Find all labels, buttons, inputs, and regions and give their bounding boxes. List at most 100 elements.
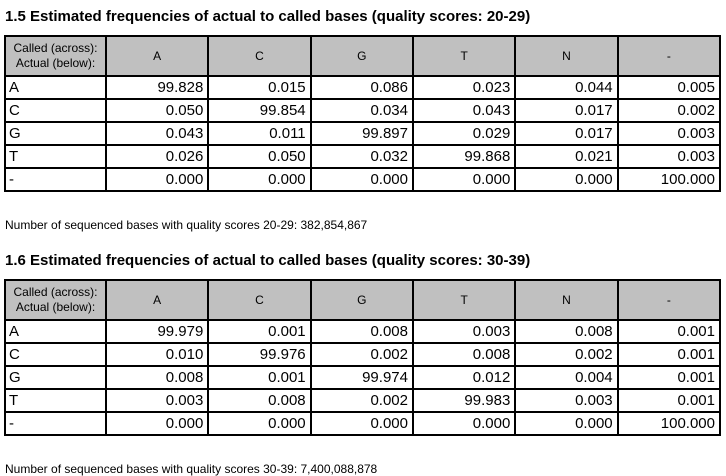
column-header-n: N	[514, 279, 619, 321]
value-cell: 0.043	[411, 98, 517, 123]
table-row-g: G 0.008 0.001 99.974 0.012 0.004 0.001	[4, 365, 722, 390]
value-cell: 0.002	[309, 342, 414, 367]
section-title: 1.6 Estimated frequencies of actual to c…	[5, 252, 531, 269]
value-cell: 0.008	[411, 342, 517, 367]
column-header-n: N	[514, 35, 619, 77]
value-cell: 0.021	[514, 144, 619, 169]
value-cell: 0.008	[207, 388, 312, 413]
column-header-t: T	[411, 35, 517, 77]
value-cell: 0.050	[207, 144, 312, 169]
row-label-cell: A	[4, 319, 107, 344]
value-cell: 0.003	[104, 388, 210, 413]
column-header-dash: -	[616, 279, 722, 321]
row-label-cell: A	[4, 75, 107, 100]
section-quality-30-39: 1.6 Estimated frequencies of actual to c…	[4, 252, 722, 476]
value-cell: 0.011	[207, 121, 312, 146]
value-cell: 0.050	[104, 98, 210, 123]
header-row: Called (across): Actual (below): A C G T…	[4, 279, 722, 321]
value-cell: 0.017	[514, 98, 619, 123]
value-cell: 99.983	[411, 388, 517, 413]
value-cell: 0.000	[514, 167, 619, 192]
value-cell: 0.002	[309, 388, 414, 413]
value-cell: 0.017	[514, 121, 619, 146]
column-header-a: A	[104, 35, 210, 77]
value-cell: 99.979	[104, 319, 210, 344]
value-cell: 99.868	[411, 144, 517, 169]
table-row-c: C 0.050 99.854 0.034 0.043 0.017 0.002	[4, 98, 722, 123]
value-cell: 0.010	[104, 342, 210, 367]
table-row-a: A 99.828 0.015 0.086 0.023 0.044 0.005	[4, 75, 722, 100]
row-label-cell: -	[4, 167, 107, 192]
row-label-cell: C	[4, 342, 107, 367]
value-cell: 0.003	[514, 388, 619, 413]
corner-line-actual: Actual (below):	[15, 56, 96, 70]
value-cell: 0.032	[309, 144, 414, 169]
corner-line-called: Called (across):	[13, 41, 98, 55]
table-row-t: T 0.026 0.050 0.032 99.868 0.021 0.003	[4, 144, 722, 169]
row-label-cell: -	[4, 411, 107, 436]
value-cell: 0.000	[309, 167, 414, 192]
value-cell: 0.001	[207, 319, 312, 344]
value-cell: 99.897	[309, 121, 414, 146]
value-cell: 99.974	[309, 365, 414, 390]
value-cell: 0.008	[104, 365, 210, 390]
column-header-g: G	[309, 279, 414, 321]
column-header-g: G	[309, 35, 414, 77]
value-cell: 0.043	[104, 121, 210, 146]
column-header-dash: -	[616, 35, 722, 77]
corner-line-called: Called (across):	[13, 285, 98, 299]
table-row-c: C 0.010 99.976 0.002 0.008 0.002 0.001	[4, 342, 722, 367]
value-cell: 0.004	[514, 365, 619, 390]
column-header-a: A	[104, 279, 210, 321]
table-row-a: A 99.979 0.001 0.008 0.003 0.008 0.001	[4, 319, 722, 344]
value-cell: 0.003	[411, 319, 517, 344]
value-cell: 99.976	[207, 342, 312, 367]
row-label-cell: C	[4, 98, 107, 123]
value-cell: 0.000	[411, 167, 517, 192]
value-cell: 0.000	[411, 411, 517, 436]
column-header-c: C	[207, 279, 312, 321]
value-cell: 0.003	[616, 121, 722, 146]
column-header-t: T	[411, 279, 517, 321]
section-title: 1.5 Estimated frequencies of actual to c…	[5, 8, 531, 25]
value-cell: 0.000	[207, 411, 312, 436]
value-cell: 0.026	[104, 144, 210, 169]
value-cell: 0.034	[309, 98, 414, 123]
corner-header-cell: Called (across): Actual (below):	[4, 35, 107, 77]
value-cell: 0.001	[616, 319, 722, 344]
frequency-table-30-39: Called (across): Actual (below): A C G T…	[4, 279, 722, 436]
value-cell: 0.008	[309, 319, 414, 344]
column-header-c: C	[207, 35, 312, 77]
table-row-g: G 0.043 0.011 99.897 0.029 0.017 0.003	[4, 121, 722, 146]
value-cell: 0.015	[207, 75, 312, 100]
value-cell: 0.001	[616, 365, 722, 390]
row-label-cell: G	[4, 365, 107, 390]
corner-header-cell: Called (across): Actual (below):	[4, 279, 107, 321]
row-label-cell: G	[4, 121, 107, 146]
section-quality-20-29: 1.5 Estimated frequencies of actual to c…	[4, 8, 722, 232]
value-cell: 0.002	[616, 98, 722, 123]
value-cell: 100.000	[616, 411, 722, 436]
value-cell: 0.000	[104, 167, 210, 192]
value-cell: 0.029	[411, 121, 517, 146]
table-row-t: T 0.003 0.008 0.002 99.983 0.003 0.001	[4, 388, 722, 413]
value-cell: 0.000	[104, 411, 210, 436]
value-cell: 0.001	[616, 342, 722, 367]
value-cell: 0.008	[514, 319, 619, 344]
sequenced-bases-count-30-39: Number of sequenced bases with quality s…	[5, 462, 378, 476]
table-row-dash: - 0.000 0.000 0.000 0.000 0.000 100.000	[4, 167, 722, 192]
value-cell: 0.005	[616, 75, 722, 100]
value-cell: 0.002	[514, 342, 619, 367]
value-cell: 99.854	[207, 98, 312, 123]
table-row-dash: - 0.000 0.000 0.000 0.000 0.000 100.000	[4, 411, 722, 436]
value-cell: 0.086	[309, 75, 414, 100]
value-cell: 0.044	[514, 75, 619, 100]
value-cell: 0.000	[514, 411, 619, 436]
frequency-table-20-29: Called (across): Actual (below): A C G T…	[4, 35, 722, 192]
corner-line-actual: Actual (below):	[15, 300, 96, 314]
value-cell: 0.001	[207, 365, 312, 390]
value-cell: 0.001	[616, 388, 722, 413]
row-label-cell: T	[4, 388, 107, 413]
value-cell: 0.003	[616, 144, 722, 169]
header-row: Called (across): Actual (below): A C G T…	[4, 35, 722, 77]
